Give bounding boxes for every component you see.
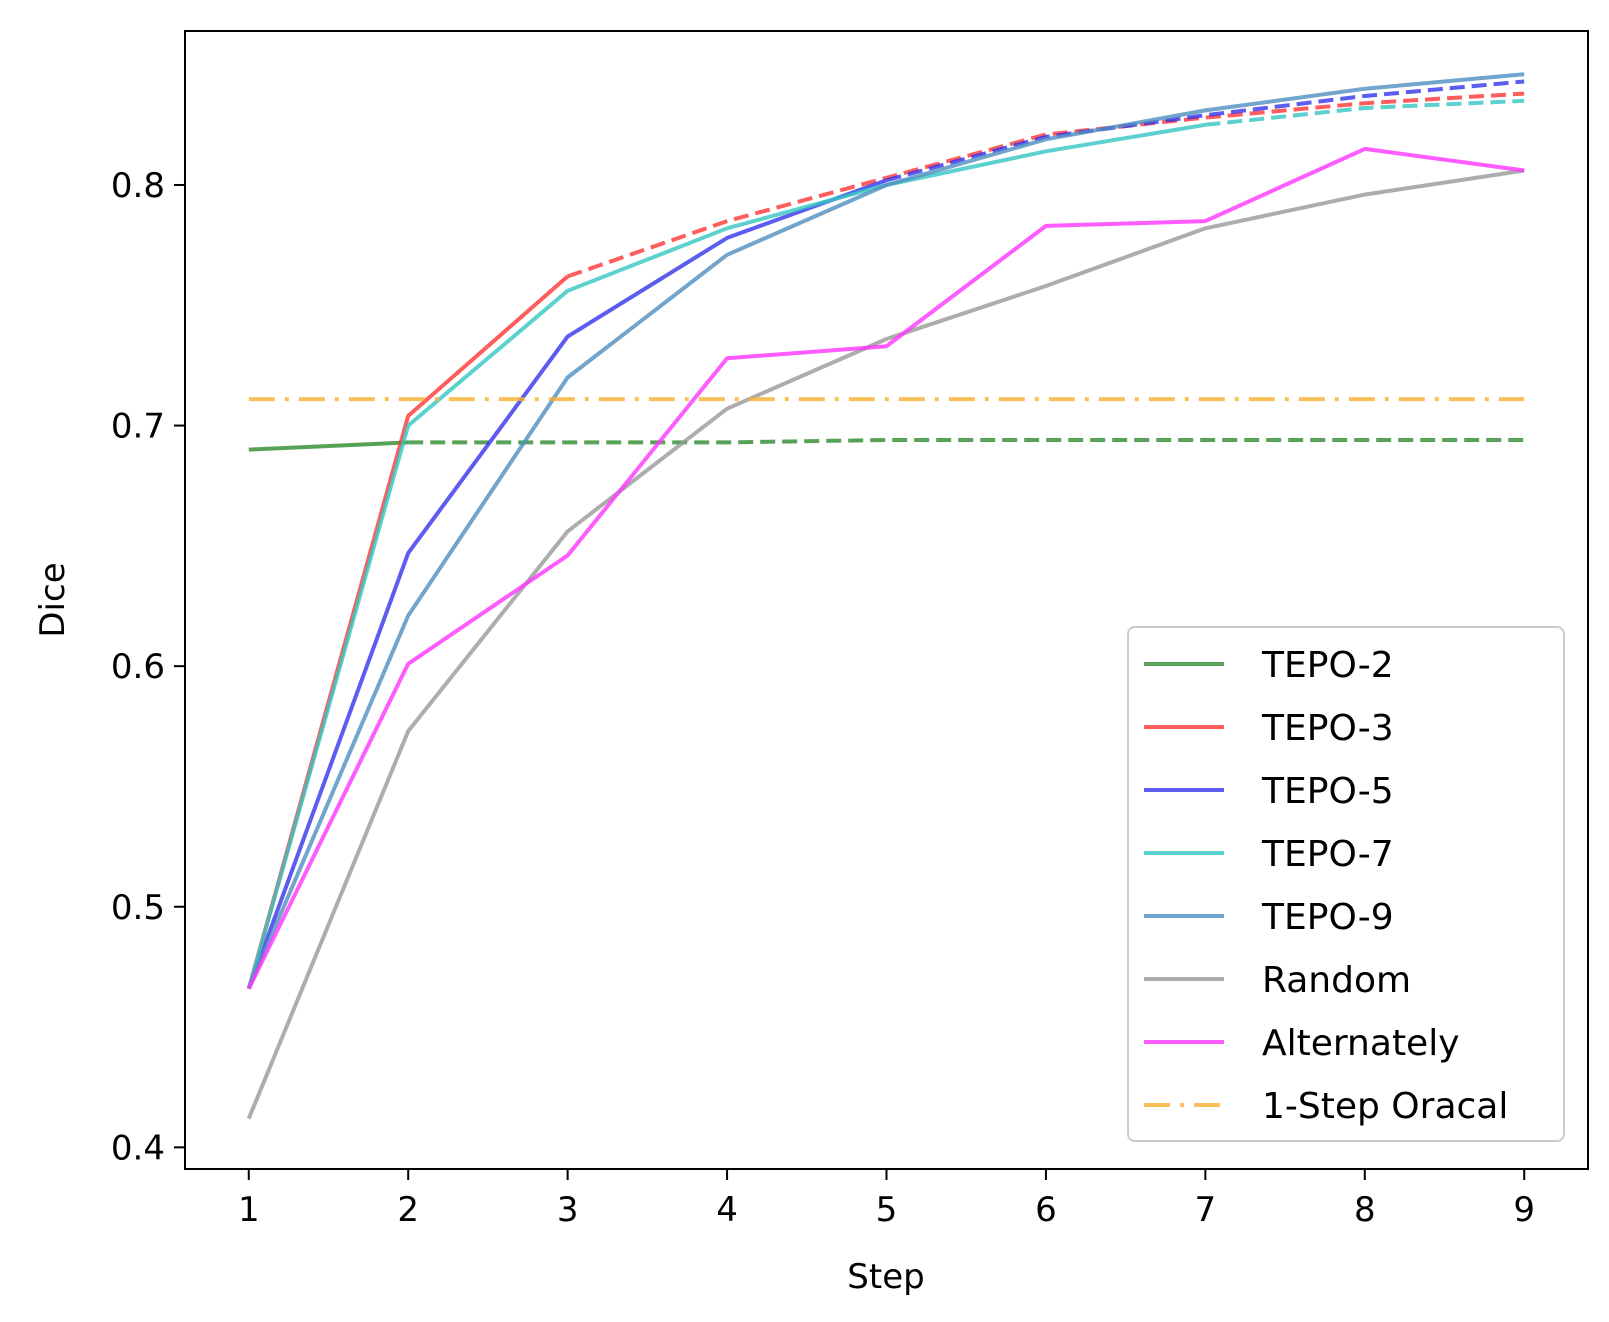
series-dashed-tepo-3 (566, 91, 1525, 279)
legend-box (1127, 626, 1565, 1142)
y-tick-label: 0.6 (111, 647, 165, 687)
x-tick-label: 6 (1035, 1190, 1057, 1230)
x-tick-label: 5 (876, 1190, 898, 1230)
x-tick-label: 7 (1195, 1190, 1217, 1230)
legend-label: Random (1262, 960, 1411, 1001)
y-axis-label: Dice (33, 562, 73, 637)
legend-label: TEPO-5 (1261, 771, 1394, 812)
legend: TEPO-2 TEPO-3 TEPO-5 TEPO-7 TEPO-9 Random Alte… (1127, 626, 1565, 1142)
series-line-tepo-2 (248, 440, 409, 452)
legend-label: Alternately (1262, 1023, 1460, 1064)
y-tick-label: 0.7 (111, 407, 165, 447)
x-axis-label: Step (847, 1257, 924, 1297)
x-tick-label: 9 (1513, 1190, 1535, 1230)
y-tick-label: 0.5 (111, 888, 165, 928)
series-line-tepo-5 (246, 178, 888, 990)
x-tick-label: 4 (716, 1190, 738, 1230)
x-tick-label: 8 (1354, 1190, 1376, 1230)
series-layer (246, 72, 1525, 1120)
series-line-tepo-9 (246, 72, 1525, 990)
x-tick-label: 1 (238, 1190, 260, 1230)
legend-label: 1-Step Oracal (1262, 1086, 1508, 1127)
series-dashed-tepo-7 (1205, 98, 1525, 127)
y-tick-label: 0.8 (111, 166, 165, 206)
y-tick-label: 0.4 (111, 1128, 165, 1168)
legend-label: TEPO-3 (1261, 708, 1394, 749)
series-dashed-tepo-5 (885, 79, 1525, 183)
series-line-random (246, 168, 1525, 1120)
x-tick-label: 3 (557, 1190, 579, 1230)
x-axis: 1 2 3 4 5 6 7 8 9 (238, 1169, 1535, 1230)
legend-label: TEPO-2 (1261, 645, 1394, 686)
legend-label: TEPO-9 (1261, 897, 1394, 938)
legend-label: TEPO-7 (1261, 834, 1394, 875)
series-dashed-tepo-2 (408, 438, 1525, 445)
series-line-alternately (247, 146, 1525, 990)
x-tick-label: 2 (397, 1190, 419, 1230)
y-axis: 0.4 0.5 0.6 0.7 0.8 (111, 166, 185, 1168)
series-line-tepo-7 (246, 122, 1206, 990)
